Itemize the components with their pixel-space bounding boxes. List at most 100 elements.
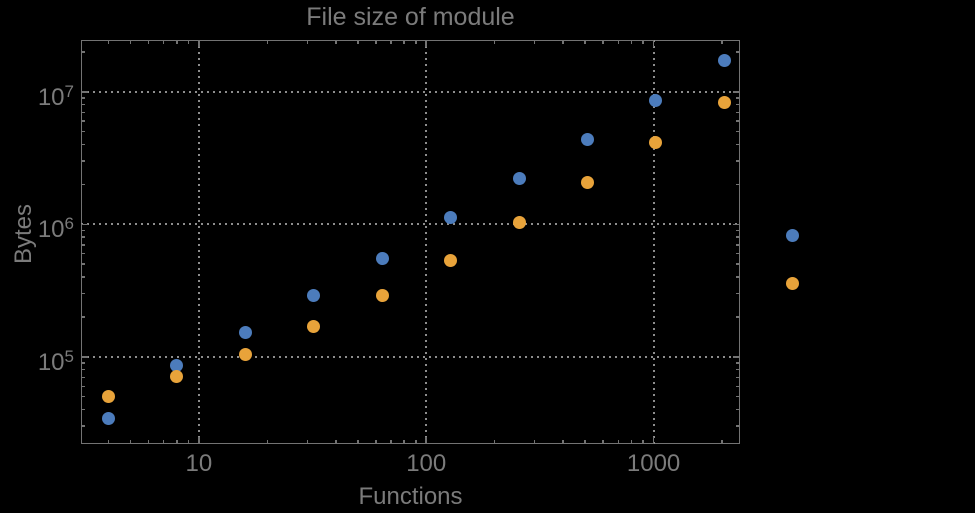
data-point [307,288,321,302]
x-tick [403,40,405,44]
x-tick [533,40,536,44]
data-point [717,53,731,67]
y-tick [81,130,85,133]
x-tick [357,40,359,44]
data-point [307,319,321,333]
x-tick [630,440,633,444]
x-tick [335,440,337,444]
x-tick [415,40,417,44]
x-tick [129,440,132,444]
x-tick [533,440,536,444]
x-tick [617,40,620,44]
data-point [375,289,389,303]
y-tick [81,91,88,93]
x-tick [584,440,586,444]
x-tick [375,40,377,44]
y-tick [81,244,85,246]
y-tick [736,97,740,99]
y-tick [81,376,85,379]
x-tick-label: 10 [185,450,213,477]
y-tick [733,356,740,358]
y-tick [81,356,88,358]
data-point [580,132,594,146]
x-tick [493,40,496,44]
v-gridline [425,40,428,444]
data-point [238,347,252,361]
x-tick [198,40,200,47]
y-tick [81,97,85,99]
x-tick [107,40,110,44]
data-point [649,93,663,107]
y-tick [736,160,740,162]
y-tick [736,51,740,53]
x-tick [176,40,178,44]
x-tick [602,40,604,44]
x-tick [390,40,392,44]
y-tick [81,183,85,186]
y-axis-label: Bytes [10,203,37,265]
x-tick [390,440,392,444]
y-tick [736,316,740,318]
y-tick [736,229,740,232]
y-tick [736,236,740,238]
x-tick [584,40,586,44]
x-tick [652,40,655,47]
h-gridline [81,355,740,358]
data-point [717,96,731,110]
chart-title: File size of module [306,3,515,31]
x-tick [721,40,723,44]
x-tick [162,40,165,44]
x-tick [198,437,200,444]
y-tick [736,376,740,379]
data-point [238,326,252,340]
data-point [786,228,800,242]
x-tick [306,40,309,44]
data-point [649,136,663,150]
y-tick [736,276,740,278]
x-tick [721,440,723,444]
y-tick [733,223,740,226]
x-tick-label: 100 [406,450,447,477]
y-tick [81,408,85,411]
y-tick [736,252,740,255]
x-tick [425,437,427,444]
x-tick [562,440,564,444]
y-tick [736,292,740,295]
x-tick [266,440,269,444]
y-tick [81,229,85,232]
h-gridline [81,223,740,226]
data-point [101,411,115,425]
y-tick [736,395,740,398]
y-tick [736,385,740,387]
x-axis-label: Functions [358,483,463,510]
y-tick [81,103,85,106]
x-tick [335,40,337,44]
data-point [375,252,389,266]
x-tick [107,440,110,444]
y-tick-label: 107 [37,81,74,111]
y-tick [81,276,85,278]
data-point [512,171,526,185]
data-point [101,390,115,404]
x-tick [306,440,309,444]
y-tick [81,292,85,295]
y-tick [81,425,85,427]
x-tick [562,40,564,44]
x-tick [129,40,132,44]
y-tick [736,130,740,133]
x-tick [162,440,165,444]
y-tick [736,368,740,371]
x-tick [617,440,620,444]
y-tick-label: 106 [37,214,74,244]
x-tick [187,440,190,444]
x-tick [493,440,496,444]
y-tick [81,395,85,398]
x-tick [602,440,604,444]
y-tick [81,316,85,318]
data-point [512,216,526,230]
y-tick [81,160,85,162]
y-tick [736,244,740,246]
y-tick [81,252,85,255]
y-tick [81,385,85,387]
